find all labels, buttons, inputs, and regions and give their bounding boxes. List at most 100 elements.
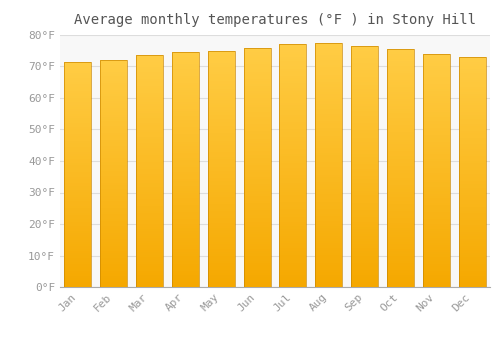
Bar [136, 229, 163, 231]
Bar [423, 152, 450, 154]
Bar [172, 170, 199, 172]
Bar [172, 167, 199, 170]
Bar [423, 252, 450, 254]
Bar [208, 285, 234, 287]
Bar [316, 272, 342, 275]
Bar [387, 173, 414, 175]
Bar [387, 218, 414, 220]
Bar [244, 227, 270, 230]
Bar [316, 170, 342, 172]
Bar [64, 260, 92, 262]
Bar [100, 108, 127, 110]
Bar [244, 134, 270, 136]
Bar [172, 106, 199, 108]
Bar [387, 159, 414, 161]
Bar [423, 261, 450, 264]
Bar [280, 149, 306, 151]
Bar [423, 54, 450, 56]
Bar [244, 165, 270, 167]
Bar [387, 85, 414, 87]
Bar [423, 240, 450, 243]
Bar [136, 252, 163, 254]
Bar [280, 93, 306, 96]
Bar [458, 209, 485, 211]
Bar [351, 121, 378, 123]
Bar [172, 74, 199, 76]
Bar [208, 117, 234, 119]
Bar [172, 52, 199, 55]
Bar [172, 116, 199, 118]
Bar [172, 111, 199, 113]
Bar [244, 191, 270, 194]
Bar [351, 142, 378, 145]
Bar [458, 64, 485, 66]
Bar [172, 55, 199, 57]
Bar [100, 262, 127, 264]
Bar [423, 203, 450, 205]
Bar [458, 114, 485, 117]
Bar [208, 176, 234, 178]
Bar [458, 278, 485, 280]
Bar [316, 57, 342, 60]
Bar [423, 247, 450, 250]
Bar [458, 126, 485, 128]
Bar [280, 83, 306, 86]
Bar [64, 208, 92, 210]
Bar [280, 183, 306, 185]
Bar [351, 92, 378, 94]
Bar [458, 262, 485, 264]
Bar [172, 271, 199, 273]
Bar [100, 228, 127, 230]
Bar [280, 209, 306, 212]
Bar [136, 127, 163, 130]
Bar [316, 211, 342, 214]
Bar [423, 222, 450, 224]
Bar [316, 89, 342, 92]
Bar [351, 70, 378, 72]
Bar [423, 224, 450, 226]
Bar [136, 85, 163, 88]
Bar [316, 243, 342, 245]
Bar [458, 190, 485, 193]
Bar [316, 267, 342, 270]
Bar [423, 65, 450, 68]
Bar [280, 280, 306, 282]
Bar [458, 285, 485, 287]
Bar [280, 115, 306, 117]
Bar [100, 278, 127, 280]
Bar [172, 118, 199, 120]
Bar [458, 140, 485, 142]
Bar [100, 112, 127, 115]
Bar [208, 259, 234, 261]
Bar [351, 191, 378, 193]
Bar [172, 125, 199, 127]
Bar [64, 170, 92, 172]
Bar [458, 183, 485, 186]
Bar [351, 109, 378, 111]
Bar [136, 120, 163, 122]
Bar [136, 190, 163, 192]
Bar [172, 214, 199, 217]
Bar [172, 146, 199, 148]
Bar [100, 71, 127, 74]
Bar [64, 127, 92, 130]
Bar [244, 208, 270, 210]
Bar [387, 187, 414, 189]
Bar [64, 163, 92, 166]
Bar [64, 193, 92, 195]
Bar [351, 58, 378, 61]
Bar [208, 199, 234, 202]
Bar [244, 52, 270, 55]
Bar [244, 170, 270, 172]
Bar [100, 282, 127, 285]
Bar [280, 49, 306, 52]
Bar [100, 269, 127, 271]
Bar [280, 268, 306, 270]
Bar [280, 112, 306, 115]
Bar [244, 232, 270, 234]
Bar [100, 137, 127, 140]
Bar [458, 280, 485, 282]
Bar [423, 131, 450, 133]
Bar [208, 195, 234, 197]
Bar [100, 196, 127, 198]
